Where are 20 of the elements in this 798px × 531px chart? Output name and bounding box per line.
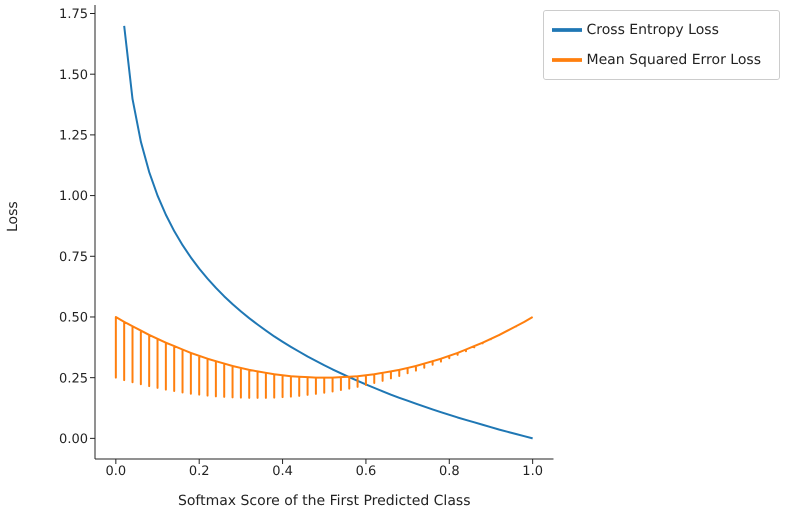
x-tick-label: 0.0 — [105, 464, 126, 480]
y-tick-label: 1.00 — [59, 189, 88, 204]
y-tick-label: 1.25 — [59, 128, 88, 144]
x-axis-title: Softmax Score of the First Predicted Class — [178, 493, 471, 509]
x-tick-label: 0.6 — [356, 464, 376, 480]
x-tick-label: 0.8 — [438, 464, 460, 480]
x-tick-label: 1.0 — [522, 464, 543, 480]
y-tick-label: 0.00 — [59, 432, 88, 447]
legend-label: Cross Entropy Loss — [586, 22, 719, 38]
y-axis-title: Loss — [4, 201, 21, 232]
line-series — [114, 316, 534, 399]
y-tick-label: 1.75 — [59, 7, 88, 22]
y-tick-label: 0.50 — [59, 310, 88, 326]
line-series — [123, 24, 534, 440]
x-tick-label: 0.4 — [272, 464, 293, 480]
y-tick-label: 0.25 — [59, 371, 88, 386]
y-tick-label: 1.50 — [59, 68, 88, 83]
legend-label: Mean Squared Error Loss — [586, 52, 761, 68]
x-tick-label: 0.2 — [188, 464, 210, 480]
y-tick-label: 0.75 — [59, 250, 88, 265]
